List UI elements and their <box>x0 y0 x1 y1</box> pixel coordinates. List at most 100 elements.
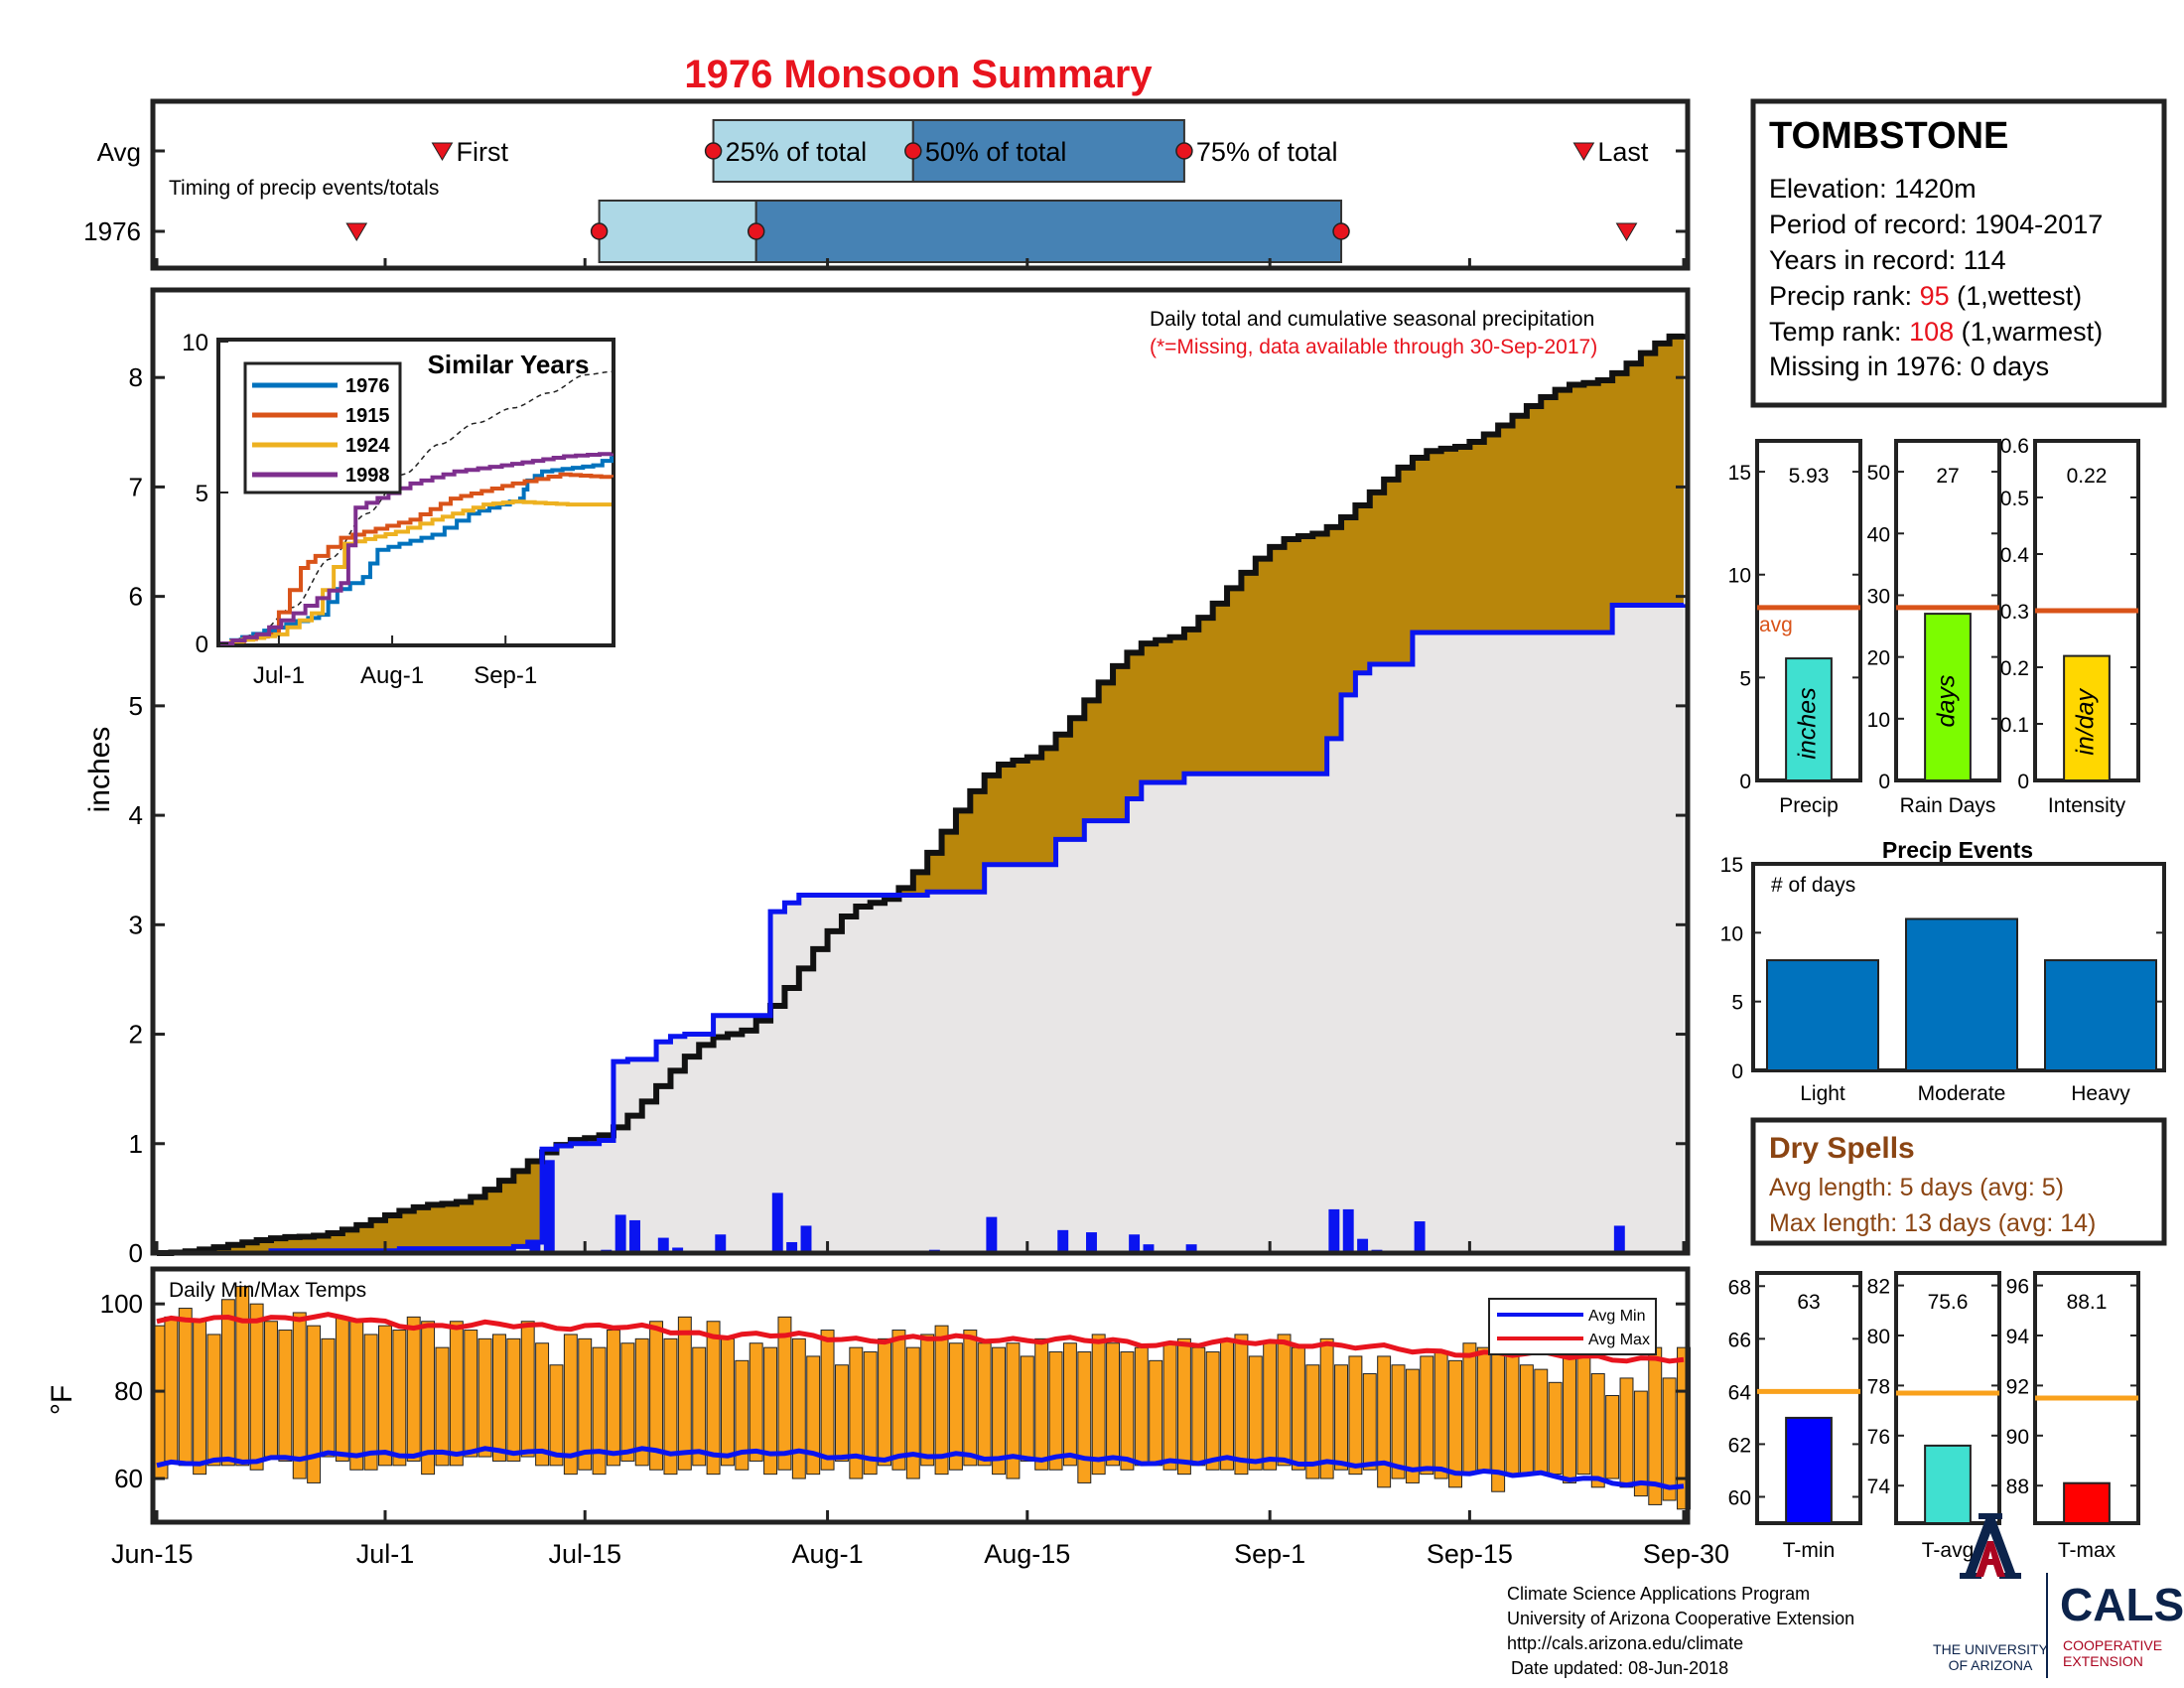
temp-range-bar <box>220 1299 235 1467</box>
shared-x-ticks: Jun-15 Jul-1 Jul-15 Aug-1 Aug-15 Sep-1 Sep-15 S… <box>111 258 1729 1569</box>
ua-a-inner-icon <box>1976 1541 2005 1577</box>
temp-chart-y-ticks: 60 80 100 <box>100 1289 1688 1493</box>
temp-range-bar <box>1420 1355 1434 1476</box>
temp-legend: Avg Min Avg Max <box>1488 1298 1657 1355</box>
temp-range-bar <box>1006 1342 1021 1479</box>
timing-box-25-50 <box>712 119 914 183</box>
events-tick-label: 15 <box>1720 854 1743 877</box>
daily-precip-bar <box>614 1214 626 1253</box>
events-tick-label: 0 <box>1731 1060 1743 1083</box>
timing-row-avg-label: Avg <box>97 137 141 167</box>
temp-legend-box <box>1488 1298 1657 1355</box>
daily-precip-bar <box>1328 1208 1340 1253</box>
timing-panel: Avg 1976 Timing of precip events/totals … <box>83 98 1691 271</box>
temp-range-bar <box>278 1330 293 1462</box>
mini-xlabel-Rain Days: Rain Days <box>1900 794 1996 817</box>
dry-spells-box: Dry Spells Avg length: 5 days (avg: 5) M… <box>1750 1117 2167 1246</box>
temp-range-bar <box>335 1316 349 1462</box>
inset-y-tick-label: 0 <box>196 632 208 658</box>
timing-caption: Timing of precip events/totals <box>169 177 439 200</box>
daily-precip-bar <box>1086 1232 1097 1253</box>
ua-logo: THE UNIVERSITY OF ARIZONA <box>1933 1513 2049 1678</box>
temp-mini-value-T-max: 88.1 <box>2067 1291 2108 1314</box>
temp-range-bar <box>1448 1359 1462 1488</box>
timing-box-50-75 <box>754 200 1343 263</box>
temp-range-bar <box>649 1321 664 1471</box>
inset-legend-label: 1924 <box>345 435 390 457</box>
daily-precip-bar <box>715 1234 727 1253</box>
temp-range-bar <box>1619 1377 1634 1488</box>
daily-precip-bar <box>543 1160 555 1253</box>
temp-range-bar <box>549 1364 564 1467</box>
mini-bar-Rain Days <box>1924 613 1972 781</box>
temp-range-bar <box>1563 1355 1576 1483</box>
timing-percentile-dot <box>704 142 723 160</box>
events-category-label: Heavy <box>2071 1082 2130 1105</box>
temp-range-bar <box>1062 1342 1077 1467</box>
temp-range-bar <box>1334 1364 1348 1471</box>
temp-range-bar <box>307 1325 322 1483</box>
temp-range-bar <box>735 1359 750 1471</box>
temp-range-bar <box>520 1321 535 1458</box>
dry-spells-avg: Avg length: 5 days (avg: 5) <box>1769 1174 2064 1201</box>
similar-years-inset: Similar Years 1976 1915 1924 1998 0 5 10 Jul-1… <box>182 330 615 689</box>
temp-range-bar <box>478 1337 492 1458</box>
daily-precip-bar <box>672 1247 684 1253</box>
mini-tick-label: 0 <box>1739 771 1751 793</box>
cals-sub-2: EXTENSION <box>2063 1653 2143 1669</box>
inset-x-tick-label: Sep-1 <box>474 662 537 689</box>
temp-range-bar <box>1162 1342 1177 1471</box>
temp-range-bar <box>834 1364 849 1462</box>
temp-range-bar <box>321 1337 336 1458</box>
temp-range-bar <box>1319 1337 1334 1479</box>
temp-range-bar <box>992 1346 1007 1476</box>
temp-range-bar <box>963 1330 978 1467</box>
temp-range-bar <box>763 1346 778 1476</box>
timing-percentile-dot <box>1332 222 1350 240</box>
temp-range-bar <box>677 1316 692 1471</box>
main-chart-ylabel: inches <box>83 727 116 813</box>
main-y-tick-label: 4 <box>129 800 143 830</box>
x-tick-label: Sep-1 <box>1234 1539 1305 1569</box>
daily-precip-bar <box>529 1241 541 1253</box>
mini-bar-Precip <box>1785 657 1833 782</box>
mini-bar-Intensity <box>2063 654 2111 781</box>
temp-range-bar <box>1020 1355 1034 1462</box>
temp-range-bar <box>449 1321 464 1467</box>
daily-precip-bar <box>800 1225 812 1253</box>
temp-mini-tick-label: 64 <box>1728 1381 1752 1404</box>
daily-precip-bar <box>1357 1238 1369 1253</box>
timing-percentile-dot <box>590 222 609 240</box>
temp-range-bar <box>1476 1346 1491 1471</box>
temp-range-bar <box>164 1316 179 1462</box>
temp-legend-min-label: Avg Min <box>1588 1308 1646 1325</box>
timing-percentile-dot <box>1175 142 1193 160</box>
timing-last-label: Last <box>1597 137 1649 167</box>
temp-rank-label: Temp rank: <box>1769 317 1909 347</box>
dry-spells-max: Max length: 13 days (avg: 14) <box>1769 1209 2096 1237</box>
temp-range-bar <box>878 1337 892 1467</box>
temp-range-bar <box>1291 1346 1305 1471</box>
inset-series-line-1924 <box>220 499 612 645</box>
daily-precip-bar <box>771 1193 783 1253</box>
inset-series-line-1998 <box>220 452 614 645</box>
cals-wordmark: CALS <box>2060 1579 2184 1630</box>
ua-name-line-2: OF ARIZONA <box>1949 1657 2033 1673</box>
temp-mini-bar-T-min <box>1785 1416 1833 1525</box>
temp-range-bar <box>905 1346 920 1479</box>
temp-range-bar <box>1377 1355 1392 1488</box>
year-cumulative-area <box>157 604 1684 1253</box>
temp-mini-tick-label: 94 <box>2006 1326 2030 1348</box>
inset-plot-area <box>219 370 614 645</box>
mini-value-label-Precip: 5.93 <box>1789 465 1830 488</box>
temp-range-bar <box>1648 1346 1663 1505</box>
timing-p75-label: 75% of total <box>1196 137 1338 167</box>
temp-range-bar <box>1391 1364 1406 1479</box>
mini-tick-label: 0.1 <box>2000 714 2029 737</box>
temp-range-bar <box>249 1303 264 1471</box>
temp-range-bar <box>1590 1373 1605 1488</box>
temp-range-bar <box>1519 1364 1534 1476</box>
temp-mini-value-T-avg: 75.6 <box>1928 1291 1969 1314</box>
events-tick-label: 10 <box>1720 922 1743 945</box>
